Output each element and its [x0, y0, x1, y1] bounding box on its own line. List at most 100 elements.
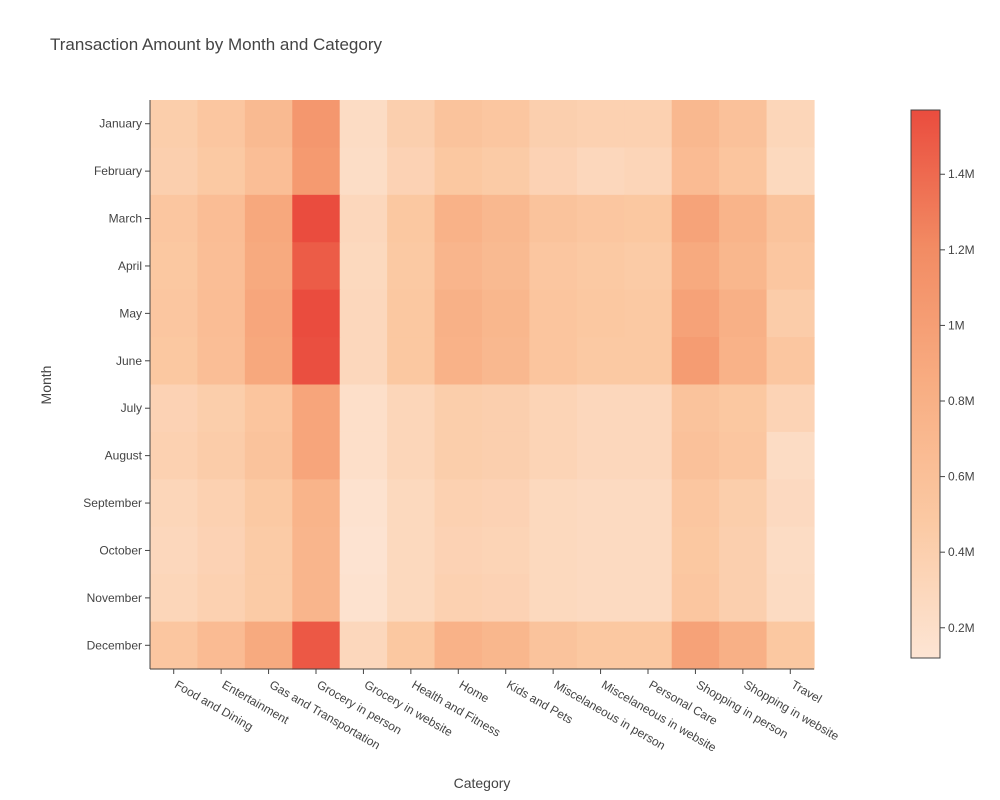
heatmap-cell	[387, 289, 436, 338]
heatmap-cell	[482, 147, 531, 196]
heatmap-cell	[339, 147, 388, 196]
heatmap-cell	[292, 194, 341, 243]
heatmap-cell	[766, 621, 815, 670]
colorbar-tick-label: 0.2M	[948, 621, 975, 635]
heatmap-cell	[482, 384, 531, 433]
heatmap-cell	[387, 479, 436, 528]
heatmap-cell	[482, 242, 531, 291]
axes	[145, 100, 814, 674]
y-tick-label: April	[118, 259, 142, 273]
heatmap-cell	[244, 479, 293, 528]
heatmap-cell	[244, 526, 293, 575]
heatmap-cell	[150, 242, 199, 291]
heatmap-cell	[624, 194, 673, 243]
y-tick-label: July	[121, 401, 142, 415]
heatmap-cell	[292, 479, 341, 528]
heatmap-cell	[339, 621, 388, 670]
heatmap-cell	[434, 242, 483, 291]
heatmap-cell	[624, 621, 673, 670]
heatmap-cell	[671, 147, 720, 196]
heatmap-cell	[434, 526, 483, 575]
y-tick-label: October	[99, 543, 142, 557]
heatmap-cell	[387, 100, 436, 149]
heatmap-cell	[197, 574, 246, 623]
heatmap-cell	[434, 479, 483, 528]
colorbar-tick-label: 0.4M	[948, 545, 975, 559]
heatmap-cell	[576, 147, 625, 196]
heatmap-cell	[339, 242, 388, 291]
heatmap-cell	[671, 384, 720, 433]
heatmap-cell	[434, 431, 483, 480]
heatmap-cell	[671, 574, 720, 623]
heatmap-cell	[766, 289, 815, 338]
heatmap-cell	[529, 479, 578, 528]
heatmap-cell	[387, 337, 436, 386]
heatmap-cell	[576, 526, 625, 575]
heatmap-cell	[292, 431, 341, 480]
heatmap-cell	[244, 194, 293, 243]
heatmap-cell	[292, 384, 341, 433]
heatmap-cell	[244, 574, 293, 623]
y-tick-label: January	[99, 117, 142, 131]
heatmap-cell	[387, 242, 436, 291]
heatmap-cell	[671, 621, 720, 670]
heatmap-cell	[482, 479, 531, 528]
heatmap-cell	[482, 100, 531, 149]
heatmap-cell	[244, 100, 293, 149]
heatmap-cell	[387, 621, 436, 670]
heatmap-cell	[671, 289, 720, 338]
heatmap-cell	[719, 479, 768, 528]
heatmap-cell	[197, 479, 246, 528]
heatmap-cell	[339, 574, 388, 623]
heatmap-cell	[529, 337, 578, 386]
heatmap-cell	[671, 337, 720, 386]
y-tick-label: September	[83, 496, 142, 510]
colorbar-ticks: 0.2M 0.4M 0.6M 0.8M 1M 1.2M 1.4M	[940, 167, 975, 635]
heatmap-cell	[529, 194, 578, 243]
heatmap-cell	[292, 337, 341, 386]
heatmap-cell	[529, 242, 578, 291]
heatmap-cell	[766, 337, 815, 386]
heatmap-cell	[719, 574, 768, 623]
heatmap-cell	[576, 337, 625, 386]
heatmap-cell	[766, 242, 815, 291]
heatmap-cell	[339, 337, 388, 386]
heatmap-cell	[624, 100, 673, 149]
heatmap-cell	[719, 194, 768, 243]
heatmap-cell	[529, 621, 578, 670]
heatmap-cell	[624, 337, 673, 386]
heatmap-cell	[387, 574, 436, 623]
heatmap-cell	[197, 526, 246, 575]
x-tick-label: Home	[457, 677, 492, 705]
heatmap-cell	[766, 479, 815, 528]
heatmap-cell	[150, 147, 199, 196]
heatmap-cell	[671, 431, 720, 480]
heatmap-cell	[576, 384, 625, 433]
heatmap-cell	[671, 194, 720, 243]
heatmap-cell	[339, 526, 388, 575]
heatmap-cell	[150, 621, 199, 670]
heatmap-cell	[244, 384, 293, 433]
heatmap-cell	[150, 384, 199, 433]
heatmap-cell	[244, 621, 293, 670]
x-axis-title: Category	[454, 775, 511, 791]
y-tick-label: December	[87, 638, 142, 652]
heatmap-cell	[339, 431, 388, 480]
heatmap-cell	[671, 100, 720, 149]
heatmap-cell	[339, 479, 388, 528]
heatmap-cell	[482, 289, 531, 338]
heatmap-cell	[766, 147, 815, 196]
heatmap-cell	[150, 194, 199, 243]
heatmap-cell	[434, 147, 483, 196]
heatmap-cell	[434, 337, 483, 386]
heatmap-cell	[150, 574, 199, 623]
heatmap-cell	[719, 384, 768, 433]
heatmap-cell	[719, 147, 768, 196]
heatmap-cell	[576, 242, 625, 291]
colorbar-tick-label: 1.4M	[948, 167, 975, 181]
heatmap-cell	[529, 289, 578, 338]
heatmap-cell	[387, 384, 436, 433]
heatmap-cell	[529, 147, 578, 196]
heatmap-cell	[766, 574, 815, 623]
